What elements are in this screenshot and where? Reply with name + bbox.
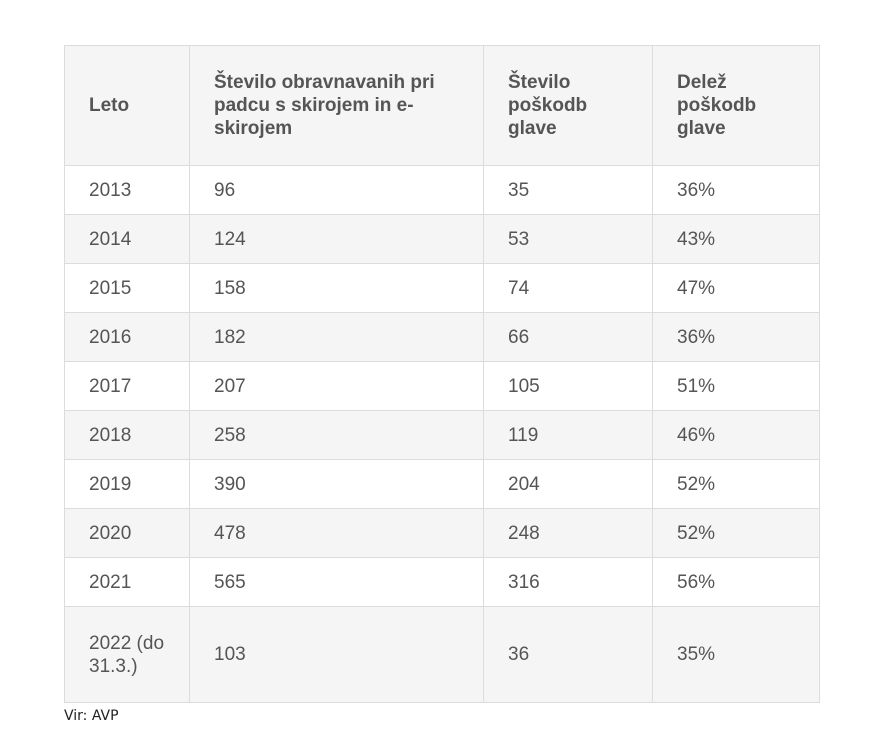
cell-head-injury-share: 56% xyxy=(652,557,820,607)
header-head-injuries: Število poškodb glave xyxy=(483,45,653,166)
cell-head-injury-share: 36% xyxy=(652,165,820,215)
cell-treated-count: 207 xyxy=(189,361,484,411)
cell-treated-count: 103 xyxy=(189,606,484,703)
cell-head-injuries: 316 xyxy=(483,557,653,607)
header-treated-count: Število obravnavanih pri padcu s skiroje… xyxy=(189,45,484,166)
table-row: 2016 182 66 36% xyxy=(64,312,820,362)
cell-year: 2015 xyxy=(64,263,190,313)
cell-treated-count: 124 xyxy=(189,214,484,264)
cell-treated-count: 96 xyxy=(189,165,484,215)
cell-treated-count: 258 xyxy=(189,410,484,460)
cell-head-injuries: 248 xyxy=(483,508,653,558)
cell-head-injury-share: 36% xyxy=(652,312,820,362)
cell-head-injuries: 35 xyxy=(483,165,653,215)
table-row: 2022 (do 31.3.) 103 36 35% xyxy=(64,606,820,703)
cell-year: 2021 xyxy=(64,557,190,607)
cell-head-injury-share: 51% xyxy=(652,361,820,411)
cell-treated-count: 565 xyxy=(189,557,484,607)
table-row: 2014 124 53 43% xyxy=(64,214,820,264)
cell-year: 2018 xyxy=(64,410,190,460)
table-row: 2019 390 204 52% xyxy=(64,459,820,509)
source-note: Vir: AVP xyxy=(64,708,119,724)
cell-head-injuries: 36 xyxy=(483,606,653,703)
cell-head-injury-share: 52% xyxy=(652,508,820,558)
table-row: 2013 96 35 36% xyxy=(64,165,820,215)
header-head-injury-share: Delež poškodb glave xyxy=(652,45,820,166)
cell-year: 2017 xyxy=(64,361,190,411)
table-row: 2021 565 316 56% xyxy=(64,557,820,607)
table-body: 2013 96 35 36% 2014 124 53 43% 2015 158 … xyxy=(64,165,820,703)
table-row: 2018 258 119 46% xyxy=(64,410,820,460)
cell-head-injury-share: 47% xyxy=(652,263,820,313)
cell-treated-count: 478 xyxy=(189,508,484,558)
cell-head-injuries: 53 xyxy=(483,214,653,264)
cell-year: 2020 xyxy=(64,508,190,558)
header-row: Leto Število obravnavanih pri padcu s sk… xyxy=(64,45,820,166)
cell-head-injuries: 105 xyxy=(483,361,653,411)
cell-head-injuries: 204 xyxy=(483,459,653,509)
cell-treated-count: 158 xyxy=(189,263,484,313)
header-year: Leto xyxy=(64,45,190,166)
cell-treated-count: 182 xyxy=(189,312,484,362)
table-row: 2017 207 105 51% xyxy=(64,361,820,411)
cell-head-injuries: 119 xyxy=(483,410,653,460)
cell-year: 2014 xyxy=(64,214,190,264)
cell-year: 2019 xyxy=(64,459,190,509)
cell-year: 2013 xyxy=(64,165,190,215)
cell-head-injury-share: 35% xyxy=(652,606,820,703)
cell-head-injury-share: 43% xyxy=(652,214,820,264)
cell-head-injuries: 74 xyxy=(483,263,653,313)
cell-head-injury-share: 46% xyxy=(652,410,820,460)
table-row: 2020 478 248 52% xyxy=(64,508,820,558)
cell-head-injury-share: 52% xyxy=(652,459,820,509)
cell-head-injuries: 66 xyxy=(483,312,653,362)
cell-year: 2016 xyxy=(64,312,190,362)
data-table: Leto Število obravnavanih pri padcu s sk… xyxy=(64,45,820,703)
table-row: 2015 158 74 47% xyxy=(64,263,820,313)
cell-treated-count: 390 xyxy=(189,459,484,509)
cell-year: 2022 (do 31.3.) xyxy=(64,606,190,703)
